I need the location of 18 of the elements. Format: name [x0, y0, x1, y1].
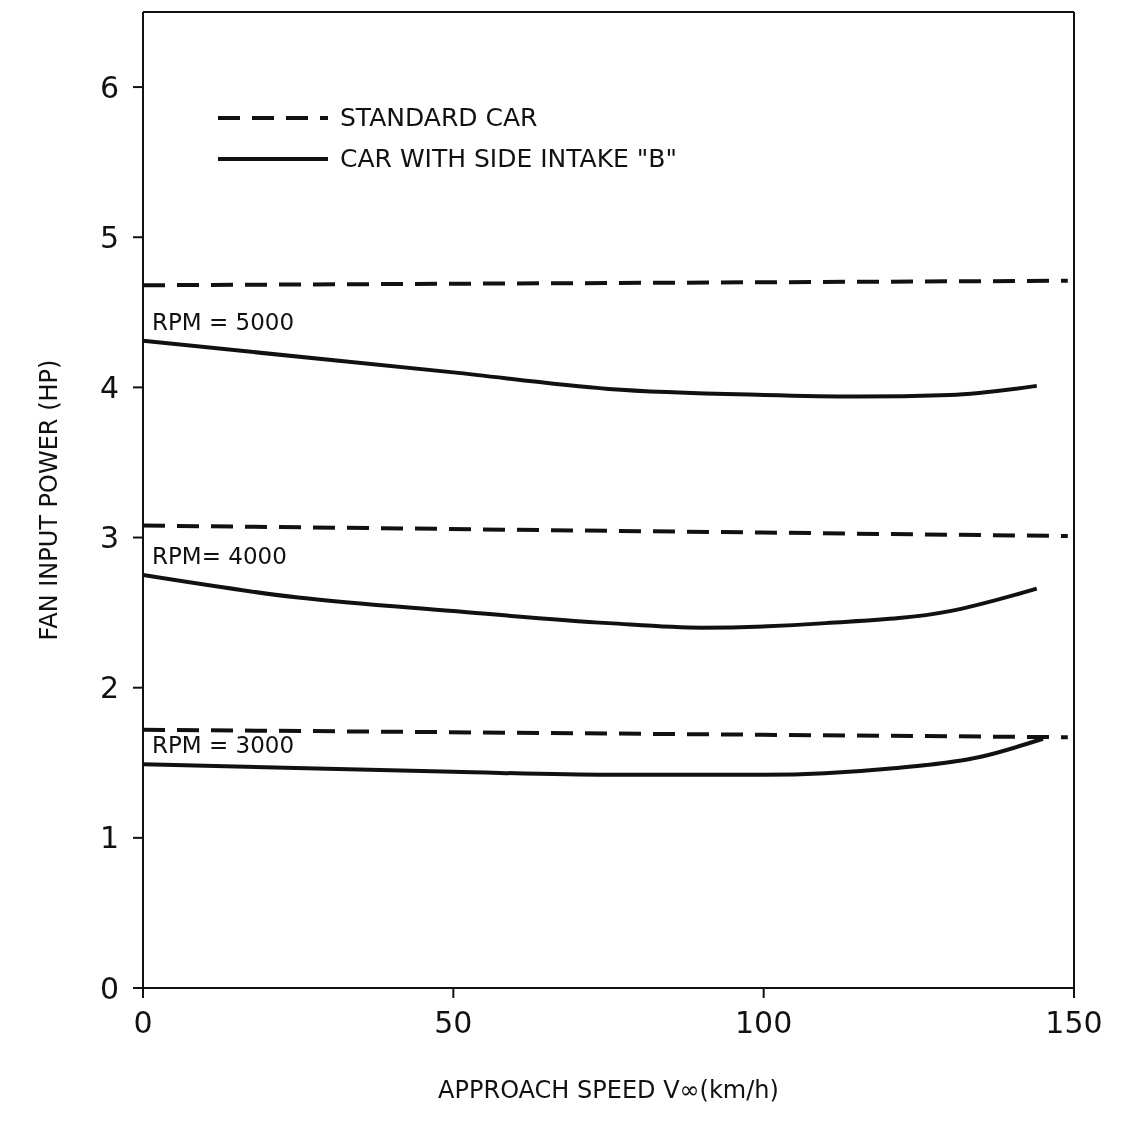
annotation: RPM = 5000: [152, 309, 295, 335]
x-tick-label: 0: [133, 1005, 153, 1041]
x-axis-title: APPROACH SPEED V∞(km/h): [438, 1076, 779, 1104]
y-tick-label: 6: [99, 69, 119, 105]
y-tick-label: 1: [99, 820, 119, 856]
y-tick-label: 0: [99, 970, 119, 1006]
y-tick-label: 3: [99, 520, 119, 556]
y-axis-title: FAN INPUT POWER (HP): [34, 359, 63, 641]
annotation: RPM= 4000: [152, 543, 287, 570]
y-tick-label: 2: [99, 670, 119, 706]
y-tick-label: 4: [99, 370, 119, 406]
x-tick-label: 50: [434, 1005, 473, 1041]
legend-label: STANDARD CAR: [340, 103, 538, 132]
x-tick-label: 100: [735, 1005, 793, 1041]
y-tick-label: 5: [99, 219, 119, 255]
legend-label: CAR WITH SIDE INTAKE "B": [340, 144, 678, 173]
x-tick-label: 150: [1045, 1005, 1103, 1041]
annotation: RPM = 3000: [152, 732, 295, 759]
